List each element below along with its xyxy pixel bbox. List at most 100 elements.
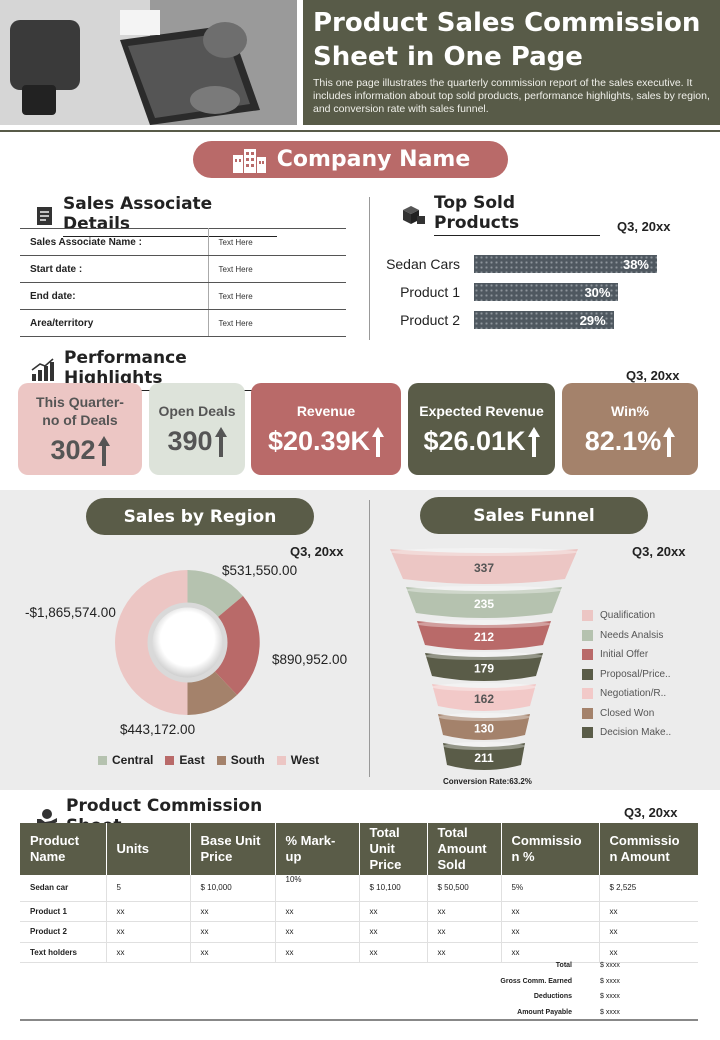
column-header: Total Amount Sold bbox=[427, 823, 502, 875]
table-cell: xx bbox=[275, 921, 360, 943]
table-row: Area/territory Text Here bbox=[20, 309, 346, 337]
header-photo bbox=[0, 0, 297, 125]
legend-label: South bbox=[230, 753, 265, 767]
table-cell: 5 bbox=[106, 875, 191, 902]
company-name: Company Name bbox=[276, 147, 471, 172]
arrow-up-icon bbox=[97, 435, 110, 466]
legend-item: Central bbox=[98, 753, 153, 767]
arrow-up-icon bbox=[214, 426, 227, 457]
title-line-2: Sheet in One Page bbox=[313, 42, 583, 72]
funnel-period: Q3, 20xx bbox=[632, 544, 686, 559]
associate-value: Text Here bbox=[208, 282, 346, 310]
card-open-deals: Open Deals 390 bbox=[149, 383, 245, 475]
card-label: Win% bbox=[611, 402, 649, 419]
legend-item: Needs Analsis bbox=[582, 626, 671, 646]
table-row: Sedan car 5 $ 10,000 10% $ 10,100 $ 50,500 5% $… bbox=[20, 875, 698, 902]
funnel-value-label: 235 bbox=[474, 597, 494, 611]
legend-label: Negotiation/R.. bbox=[600, 688, 667, 700]
card-value-row: 390 bbox=[167, 425, 227, 457]
funnel-layer bbox=[443, 743, 525, 770]
associate-details-table: Sales Associate Name : Text Here Start d… bbox=[20, 228, 346, 337]
funnel-layer bbox=[390, 549, 578, 584]
legend-label: Qualification bbox=[600, 610, 656, 622]
card-revenue: Revenue $20.39K bbox=[251, 383, 401, 475]
region-label-west: -$1,865,574.00 bbox=[25, 605, 116, 620]
table-cell: xx bbox=[501, 942, 600, 963]
table-cell: xx bbox=[106, 942, 191, 963]
legend-label: East bbox=[179, 753, 205, 767]
header-divider bbox=[0, 130, 720, 132]
legend-label: Central bbox=[112, 753, 154, 767]
totals-label: Total bbox=[555, 962, 572, 970]
table-cell: xx bbox=[275, 901, 360, 922]
table-cell: xx bbox=[359, 901, 428, 922]
card-label-line: This Quarter- bbox=[36, 393, 124, 410]
table-cell: xx bbox=[275, 942, 360, 963]
card-label: This Quarter-no of Deals bbox=[36, 393, 124, 429]
header-description: This one page illustrates the quarterly … bbox=[313, 77, 710, 115]
table-cell: xx bbox=[427, 921, 502, 943]
region-legend: Central East South West bbox=[98, 753, 319, 767]
region-label-south: $443,172.00 bbox=[120, 722, 196, 737]
associate-label: End date: bbox=[20, 282, 209, 310]
card-value-row: 82.1% bbox=[585, 426, 676, 457]
arrow-up-icon bbox=[527, 426, 540, 457]
legend-item: Proposal/Price.. bbox=[582, 665, 671, 685]
table-row: Product 2 xx xx xx xx xx xx xx bbox=[20, 921, 698, 943]
product-name: Product 2 bbox=[400, 312, 460, 328]
funnel-layer-rim bbox=[417, 620, 551, 628]
funnel-layer-rim bbox=[438, 713, 530, 721]
legend-label: Decision Make.. bbox=[600, 727, 672, 739]
totals-label: Gross Comm. Earned bbox=[500, 977, 572, 985]
funnel-value-label: 162 bbox=[474, 692, 494, 706]
funnel-layer bbox=[425, 653, 543, 681]
associate-value: Text Here bbox=[208, 255, 346, 283]
card-label: Expected Revenue bbox=[419, 402, 544, 419]
commission-table-body: Sedan car 5 $ 10,000 10% $ 10,100 $ 50,500 5% $… bbox=[20, 875, 698, 963]
legend-item: Qualification bbox=[582, 606, 671, 626]
arrow-up-icon bbox=[372, 426, 385, 457]
totals-value: $ xxxx bbox=[600, 977, 620, 985]
growth-chart-icon bbox=[31, 357, 54, 381]
top-products-period: Q3, 20xx bbox=[617, 219, 671, 234]
funnel-value-label: 337 bbox=[474, 561, 494, 575]
card-value: 302 bbox=[50, 434, 96, 465]
card-label-line: no of Deals bbox=[42, 411, 118, 428]
associate-label: Sales Associate Name : bbox=[20, 228, 209, 256]
table-cell: xx bbox=[106, 901, 191, 922]
section-divider bbox=[369, 500, 370, 777]
funnel-value-label: 211 bbox=[474, 751, 494, 765]
totals-row: Deductions $ xxxx bbox=[20, 989, 620, 1005]
legend-swatch bbox=[582, 629, 593, 641]
card-value: $26.01K bbox=[423, 425, 526, 456]
table-cell: $ 10,100 bbox=[359, 875, 428, 902]
funnel-layer-rim bbox=[432, 683, 536, 691]
table-row: Start date : Text Here bbox=[20, 255, 346, 283]
card-label: Open Deals bbox=[158, 402, 236, 419]
card-value: 390 bbox=[167, 425, 213, 456]
card-label: Revenue bbox=[296, 402, 356, 419]
legend-swatch bbox=[582, 707, 593, 719]
column-header: Base Unit Price bbox=[190, 823, 276, 875]
product-pct-label: 29% bbox=[579, 312, 606, 328]
table-row: End date: Text Here bbox=[20, 282, 346, 310]
legend-label: Closed Won bbox=[600, 707, 655, 719]
legend-swatch bbox=[582, 727, 593, 739]
arrow-up-icon bbox=[663, 426, 676, 457]
commission-table: Product Name Units Base Unit Price % Mar… bbox=[20, 823, 698, 963]
table-cell: xx bbox=[190, 942, 276, 963]
legend-label: Initial Offer bbox=[600, 649, 649, 661]
table-cell: xx bbox=[359, 921, 428, 943]
funnel-legend: Qualification Needs Analsis Initial Offe… bbox=[582, 606, 671, 743]
funnel-layer-rim bbox=[443, 742, 525, 750]
commission-period: Q3, 20xx bbox=[624, 805, 678, 820]
table-cell: xx bbox=[599, 921, 698, 943]
commission-totals: Total $ xxxx Gross Comm. Earned $ xxxx Ded… bbox=[20, 958, 620, 1021]
totals-row: Amount Payable $ xxxx bbox=[20, 1005, 620, 1021]
legend-label: Proposal/Price.. bbox=[600, 668, 671, 680]
product-row: Product 1 30% bbox=[370, 278, 657, 306]
top-products-section-title: Top Sold Products bbox=[400, 193, 600, 236]
table-cell: 5% bbox=[501, 875, 600, 902]
table-cell: xx bbox=[599, 901, 698, 922]
legend-item: Negotiation/R.. bbox=[582, 684, 671, 704]
